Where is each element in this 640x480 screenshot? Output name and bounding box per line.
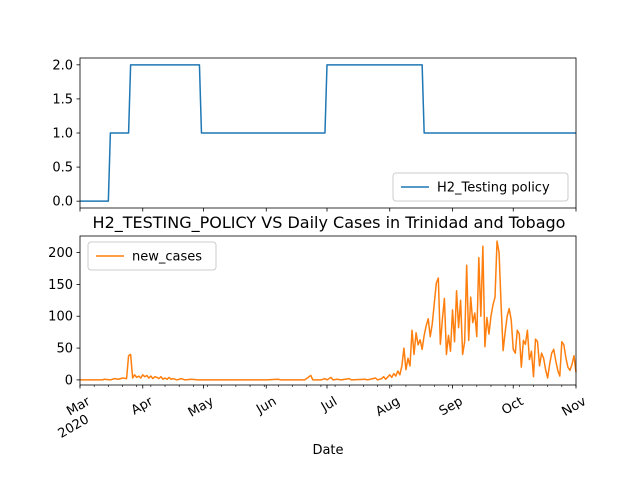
legend-label: H2_Testing policy: [437, 181, 550, 196]
y-tick-label: 150: [48, 278, 73, 293]
y-tick-label: 100: [48, 310, 73, 325]
chart-title: H2_TESTING_POLICY VS Daily Cases in Trin…: [93, 213, 566, 233]
y-tick-label: 50: [56, 342, 73, 357]
legend-box: [87, 241, 217, 271]
x-tick-label-line: Jul: [318, 394, 340, 415]
legend-label: new_cases: [132, 250, 202, 265]
y-tick-label: 0.0: [52, 195, 73, 210]
x-axis-label: Date: [312, 443, 343, 458]
axes-frame: [79, 235, 577, 386]
legend-box: [392, 172, 569, 202]
legend: new_cases: [87, 241, 217, 271]
y-tick-label: 2.0: [52, 58, 73, 73]
y-tick-label: 200: [48, 246, 73, 261]
series-line-new-cases: [80, 240, 577, 381]
series-line-h2-testing-policy: [80, 64, 576, 202]
legend: H2_Testing policy: [392, 172, 569, 202]
x-tick-label: Jul: [318, 394, 340, 415]
y-tick-label: 0.5: [52, 161, 73, 176]
y-tick-label: 1.0: [52, 127, 73, 142]
y-tick-label: 0: [65, 373, 73, 388]
y-tick-label: 1.5: [52, 92, 73, 107]
top-axes: 0.0 0.5 1.0 1.5 2.0 H2_Testing policy: [52, 57, 577, 212]
